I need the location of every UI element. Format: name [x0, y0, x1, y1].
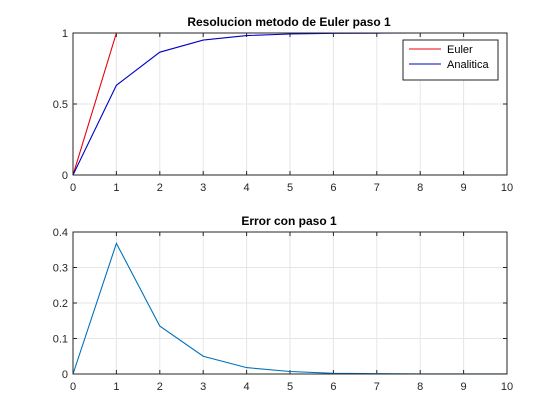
legend-box: [402, 39, 499, 81]
x-tick-label: 2: [157, 381, 163, 393]
plot-title: Resolucion metodo de Euler paso 1: [187, 15, 391, 29]
y-tick-label: 0.1: [53, 334, 68, 346]
x-tick-label: 10: [501, 182, 513, 194]
x-tick-label: 6: [330, 182, 336, 194]
x-tick-label: 5: [287, 381, 293, 393]
plot-euler-solution: Resolucion metodo de Euler paso 1 0 1 2 3 4 5…: [53, 15, 513, 194]
x-tick-label: 3: [200, 182, 206, 194]
x-tick-label: 8: [417, 381, 423, 393]
y-tick-label: 0: [62, 170, 68, 182]
x-tick-label: 4: [244, 182, 250, 194]
x-tick-label: 1: [113, 381, 119, 393]
legend-label: Euler: [447, 44, 473, 56]
y-tick-label: 1: [62, 28, 68, 40]
y-tick-label: 0.4: [53, 227, 68, 239]
axes-frame: [72, 32, 508, 176]
legend: Euler Analitica: [402, 39, 499, 81]
x-tick-label: 5: [287, 182, 293, 194]
x-tick-label: 3: [200, 381, 206, 393]
x-tick-label: 4: [244, 381, 250, 393]
x-tick-label: 8: [417, 182, 423, 194]
plot-error: Error con paso 1 0 1 2 3 4 5 6 7 8 9 10 0 0.1 0.2 0.3 0…: [53, 214, 513, 393]
plot-title: Error con paso 1: [241, 214, 337, 228]
x-tick-label: 9: [461, 182, 467, 194]
y-tick-label: 0.3: [53, 263, 68, 275]
x-tick-label: 0: [70, 182, 76, 194]
y-tick-label: 0.2: [53, 298, 68, 310]
x-tick-label: 7: [374, 182, 380, 194]
x-tick-label: 2: [157, 182, 163, 194]
x-tick-label: 9: [461, 381, 467, 393]
x-tick-label: 0: [70, 381, 76, 393]
y-tick-label: 0: [62, 369, 68, 381]
x-tick-label: 1: [113, 182, 119, 194]
legend-label: Analitica: [447, 59, 489, 71]
x-tick-label: 7: [374, 381, 380, 393]
x-tick-label: 10: [501, 381, 513, 393]
axes-frame: [72, 231, 508, 375]
y-tick-label: 0.5: [53, 99, 68, 111]
x-tick-label: 6: [330, 381, 336, 393]
